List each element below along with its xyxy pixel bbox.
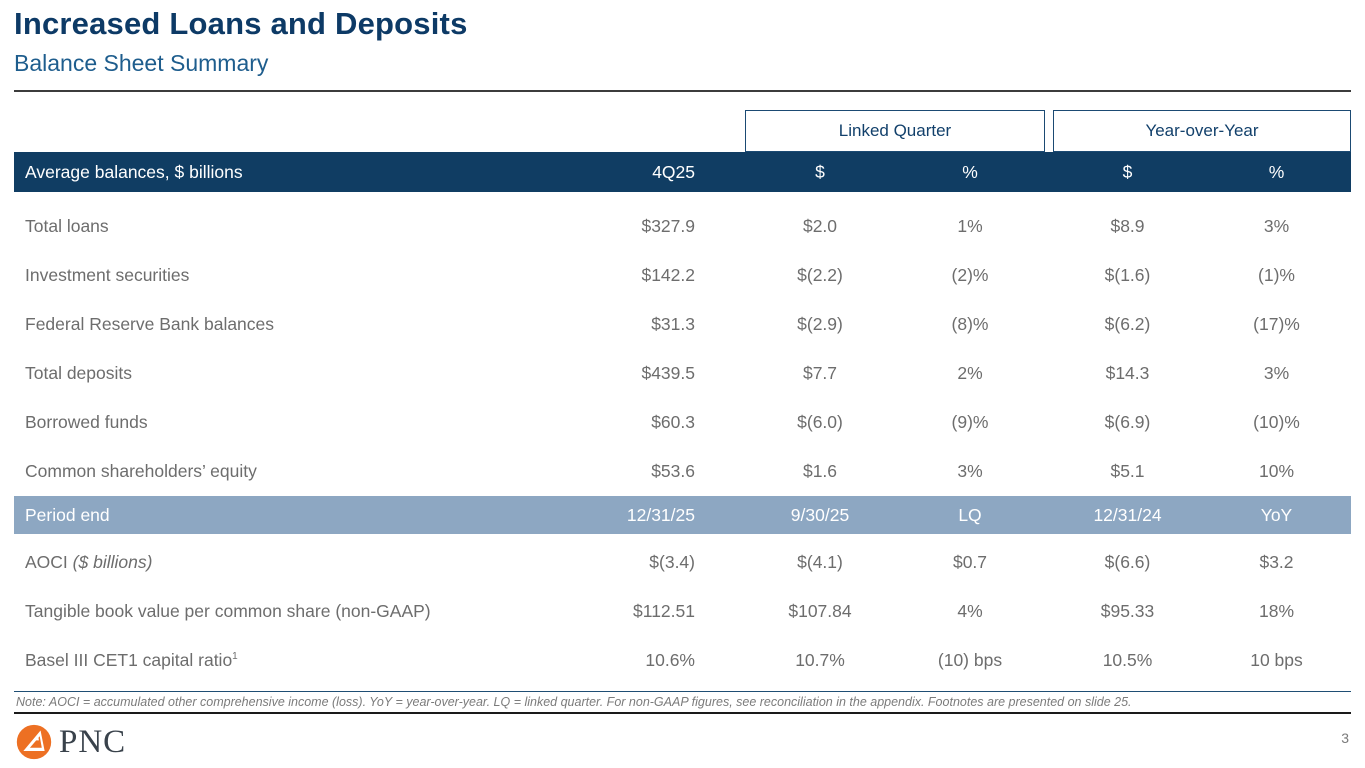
cell-value: $327.9 bbox=[641, 216, 695, 236]
group-header-linked-quarter: Linked Quarter bbox=[745, 110, 1045, 152]
table-row: Total deposits $439.5 $7.7 2% $14.3 3% bbox=[14, 349, 1351, 398]
cell-value: 3% bbox=[1263, 216, 1290, 236]
cell-value: 12/31/24 bbox=[1093, 504, 1162, 525]
row-label: Common shareholders’ equity bbox=[25, 461, 257, 481]
cell-value: $(6.2) bbox=[1104, 314, 1151, 334]
row-label: Total loans bbox=[25, 216, 109, 236]
row-label: Total deposits bbox=[25, 363, 133, 383]
table-body: Total loans $327.9 $2.0 1% $8.9 3% Inves… bbox=[14, 202, 1351, 496]
table-row: Common shareholders’ equity $53.6 $1.6 3… bbox=[14, 447, 1351, 496]
group-header-year-over-year: Year-over-Year bbox=[1053, 110, 1351, 152]
period-end-row: Period end 12/31/25 9/30/25 LQ 12/31/24 … bbox=[14, 496, 1351, 534]
cell-value: 10.7% bbox=[795, 650, 845, 670]
cell-value: $(6.0) bbox=[797, 412, 843, 432]
cell-value: $112.51 bbox=[633, 601, 695, 621]
cell-value: 18% bbox=[1258, 601, 1295, 621]
cell-value: $(6.9) bbox=[1104, 412, 1151, 432]
table-row: Basel III CET1 capital ratio1 10.6% 10.7… bbox=[14, 636, 1351, 685]
row-label: Investment securities bbox=[25, 265, 190, 285]
row-label: Federal Reserve Bank balances bbox=[25, 314, 275, 334]
table-row: Investment securities $142.2 $(2.2) (2)%… bbox=[14, 251, 1351, 300]
cell-value: $439.5 bbox=[641, 363, 695, 383]
cell-value: $14.3 bbox=[1105, 363, 1150, 383]
cell-value: $(3.4) bbox=[649, 552, 695, 572]
cell-value: (17)% bbox=[1253, 314, 1300, 334]
cell-value: $31.3 bbox=[651, 314, 695, 334]
cell-value: $(4.1) bbox=[797, 552, 843, 572]
table-row: AOCI ($ billions) $(3.4) $(4.1) $0.7 $(6… bbox=[14, 538, 1351, 587]
cell-value: $(2.2) bbox=[797, 265, 843, 285]
cell-value: $0.7 bbox=[952, 552, 988, 572]
table-header-row: Average balances, $ billions 4Q25 $ % $ … bbox=[14, 152, 1351, 192]
row-label-note: ($ billions) bbox=[72, 552, 153, 572]
pnc-wordmark: PNC bbox=[59, 724, 127, 760]
table-row: Tangible book value per common share (no… bbox=[14, 587, 1351, 636]
cell-value: 12/31/25 bbox=[626, 504, 695, 525]
row-label-text: AOCI bbox=[25, 552, 68, 572]
cell-value: $60.3 bbox=[651, 412, 695, 432]
cell-value: $7.7 bbox=[802, 363, 838, 383]
cell-value: (9)% bbox=[951, 412, 989, 432]
page-title: Increased Loans and Deposits bbox=[14, 6, 468, 41]
row-label: AOCI ($ billions) bbox=[14, 552, 570, 573]
cell-value: $(6.6) bbox=[1104, 552, 1151, 572]
header-col-lq-dollar: $ bbox=[815, 161, 825, 182]
table-row: Total loans $327.9 $2.0 1% $8.9 3% bbox=[14, 202, 1351, 251]
balance-sheet-table: Linked Quarter Year-over-Year Average ba… bbox=[14, 110, 1351, 685]
cell-value: $53.6 bbox=[651, 461, 695, 481]
cell-value: 3% bbox=[957, 461, 983, 481]
row-label: Basel III CET1 capital ratio1 bbox=[14, 650, 570, 671]
row-label-text: Basel III CET1 capital ratio bbox=[25, 650, 233, 670]
table-group-header-row: Linked Quarter Year-over-Year bbox=[14, 110, 1351, 152]
pnc-logo: PNC bbox=[16, 724, 126, 760]
cell-value: 1% bbox=[957, 216, 983, 236]
header-col-lq-percent: % bbox=[962, 161, 978, 182]
cell-value: $107.84 bbox=[788, 601, 852, 621]
row-label: Tangible book value per common share (no… bbox=[25, 601, 431, 621]
cell-value: $2.0 bbox=[802, 216, 838, 236]
cell-value: LQ bbox=[958, 504, 982, 525]
header-col-yoy-dollar: $ bbox=[1122, 161, 1133, 182]
cell-value: 2% bbox=[957, 363, 983, 383]
cell-value: $3.2 bbox=[1259, 552, 1294, 572]
footnote-reference: 1 bbox=[232, 651, 238, 663]
header-col-4q25: 4Q25 bbox=[652, 161, 695, 182]
cell-value: 9/30/25 bbox=[790, 504, 850, 525]
header-col-yoy-percent: % bbox=[1268, 161, 1285, 182]
cell-value: (1)% bbox=[1258, 265, 1295, 285]
page-number: 3 bbox=[1341, 730, 1349, 746]
title-divider bbox=[14, 90, 1351, 92]
table-bottom-section: AOCI ($ billions) $(3.4) $(4.1) $0.7 $(6… bbox=[14, 538, 1351, 685]
cell-value: (10)% bbox=[1253, 412, 1300, 432]
cell-value: 10% bbox=[1258, 461, 1295, 481]
cell-value: $8.9 bbox=[1110, 216, 1145, 236]
cell-value: 10 bps bbox=[1250, 650, 1303, 670]
cell-value: $142.2 bbox=[641, 265, 695, 285]
table-row: Federal Reserve Bank balances $31.3 $(2.… bbox=[14, 300, 1351, 349]
cell-value: (10) bps bbox=[937, 650, 1003, 670]
cell-value: (8)% bbox=[951, 314, 989, 334]
cell-value: YoY bbox=[1260, 504, 1293, 525]
page-subtitle: Balance Sheet Summary bbox=[14, 50, 269, 76]
cell-value: $95.33 bbox=[1100, 601, 1155, 621]
cell-value: 3% bbox=[1263, 363, 1290, 383]
row-label: Borrowed funds bbox=[25, 412, 148, 432]
period-end-label: Period end bbox=[25, 504, 110, 525]
header-label: Average balances, $ billions bbox=[25, 161, 243, 182]
table-row: Borrowed funds $60.3 $(6.0) (9)% $(6.9) … bbox=[14, 398, 1351, 447]
cell-value: $1.6 bbox=[802, 461, 838, 481]
cell-value: $(2.9) bbox=[797, 314, 843, 334]
cell-value: $(1.6) bbox=[1104, 265, 1151, 285]
cell-value: 10.5% bbox=[1102, 650, 1153, 670]
cell-value: 10.6% bbox=[645, 650, 695, 670]
cell-value: $5.1 bbox=[1110, 461, 1145, 481]
cell-value: (2)% bbox=[951, 265, 989, 285]
footnote: Note: AOCI = accumulated other comprehen… bbox=[14, 691, 1351, 714]
pnc-logo-icon bbox=[16, 724, 52, 760]
cell-value: 4% bbox=[957, 601, 983, 621]
